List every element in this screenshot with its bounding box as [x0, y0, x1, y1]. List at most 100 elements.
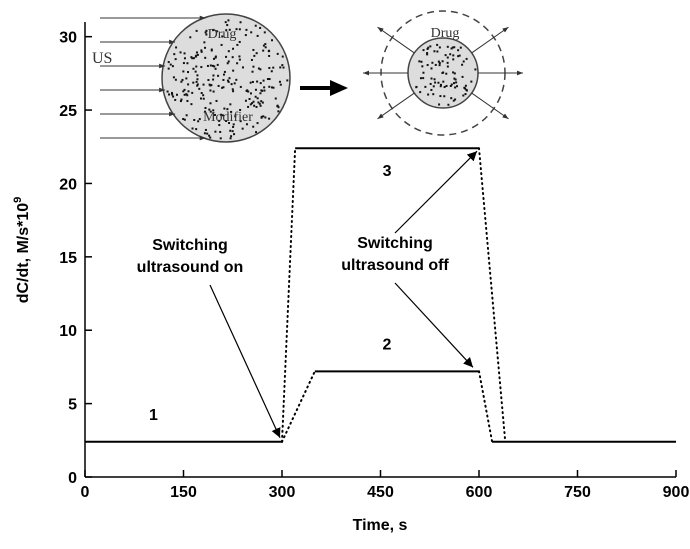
y-tick-label: 25 — [59, 103, 77, 120]
dot — [254, 88, 257, 91]
dot — [248, 97, 251, 100]
dot — [210, 84, 213, 87]
dot — [223, 107, 226, 110]
dot — [457, 49, 460, 52]
dot — [204, 128, 207, 131]
dot — [189, 36, 192, 39]
y-axis-label-text: dC/dt, M/s*10 — [15, 203, 32, 304]
dot — [182, 90, 185, 93]
dot — [182, 62, 185, 65]
dot — [256, 80, 259, 83]
dot — [218, 119, 221, 122]
dot — [203, 41, 206, 44]
dot — [452, 99, 455, 102]
dot — [223, 70, 226, 73]
dot — [214, 56, 217, 59]
transition-arrowhead — [330, 80, 348, 96]
dot — [442, 80, 445, 83]
dot — [202, 83, 205, 86]
dot — [245, 123, 248, 126]
dot — [264, 46, 267, 49]
dot — [250, 31, 253, 34]
dot — [239, 120, 242, 123]
dot — [260, 115, 263, 118]
dot — [174, 98, 177, 101]
dot — [172, 76, 175, 79]
dot — [459, 46, 462, 49]
dot — [427, 93, 430, 96]
dot — [452, 71, 455, 74]
segment-label: 3 — [383, 163, 392, 180]
dot — [232, 69, 235, 72]
dot — [437, 81, 440, 84]
dot — [195, 29, 198, 32]
connector-line — [281, 370, 316, 443]
dot — [426, 64, 429, 67]
dot — [202, 94, 205, 97]
dot — [461, 75, 464, 78]
segment-label: 2 — [382, 336, 391, 353]
dot — [276, 104, 279, 107]
x-tick-label: 600 — [466, 484, 493, 501]
dot — [215, 99, 218, 102]
release-arrow — [471, 26, 509, 54]
dot — [256, 97, 259, 100]
dot — [193, 118, 196, 121]
annotation-arrow — [394, 282, 474, 368]
dot — [433, 78, 436, 81]
dot — [225, 119, 228, 122]
dot — [452, 54, 455, 57]
dot — [439, 85, 442, 88]
dot — [183, 93, 186, 96]
dot — [470, 80, 473, 83]
y-tick-label: 20 — [59, 176, 77, 193]
dot — [232, 125, 235, 128]
dot — [182, 70, 185, 73]
dot — [167, 61, 170, 64]
dot — [281, 55, 284, 58]
dot — [219, 137, 222, 140]
dot — [191, 127, 194, 130]
dot — [438, 62, 441, 65]
dot — [186, 62, 189, 65]
dot — [182, 117, 185, 120]
dot — [278, 80, 281, 83]
dot — [279, 66, 282, 69]
dot — [220, 43, 223, 46]
dot — [252, 125, 255, 128]
dot — [441, 71, 444, 74]
dot — [190, 56, 193, 59]
dot — [209, 102, 212, 105]
x-tick-label: 0 — [81, 484, 90, 501]
dot — [198, 118, 201, 121]
dot — [258, 102, 261, 105]
dot — [212, 90, 215, 93]
dot — [274, 97, 277, 100]
particle-dots — [166, 19, 289, 140]
dot — [436, 50, 439, 53]
dot — [263, 86, 266, 89]
dot — [457, 55, 460, 58]
dot — [446, 56, 449, 59]
dot — [445, 72, 448, 75]
dot — [446, 65, 449, 68]
annotation-text: ultrasound on — [137, 259, 244, 276]
x-tick-label: 750 — [564, 484, 591, 501]
dot — [429, 82, 432, 85]
dot — [202, 97, 205, 100]
release-arrow — [377, 26, 415, 54]
dot — [238, 58, 241, 61]
dot — [213, 65, 216, 68]
dot — [166, 90, 169, 93]
dot — [196, 53, 199, 56]
dot — [262, 79, 265, 82]
dot — [181, 78, 184, 81]
dot — [200, 50, 203, 53]
dot — [192, 67, 195, 70]
dot — [179, 51, 182, 54]
dot — [252, 48, 255, 51]
dot — [227, 50, 230, 53]
dot — [167, 67, 170, 70]
drug-label: Drug — [208, 27, 237, 42]
